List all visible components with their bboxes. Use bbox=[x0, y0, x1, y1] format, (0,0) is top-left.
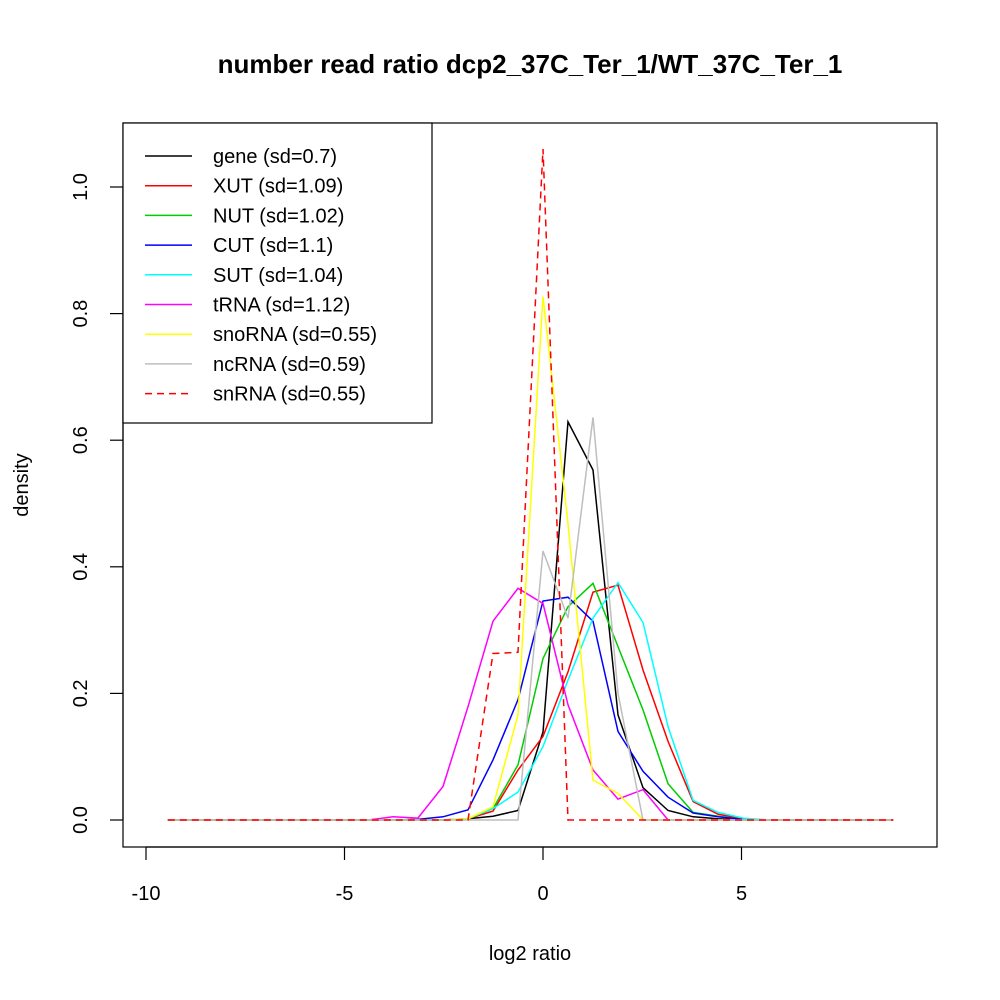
chart-title: number read ratio dcp2_37C_Ter_1/WT_37C_… bbox=[218, 49, 843, 79]
legend-label: NUT (sd=1.02) bbox=[213, 205, 344, 227]
series-line-xut bbox=[167, 584, 894, 821]
y-axis: 0.0 0.2 0.4 0.6 0.8 1.0 bbox=[70, 173, 124, 834]
legend-box bbox=[122, 122, 433, 424]
y-tick-label: 0.0 bbox=[70, 806, 92, 834]
y-tick-label: 1.0 bbox=[70, 173, 92, 201]
y-tick-label: 0.6 bbox=[70, 426, 92, 454]
legend-label: ncRNA (sd=0.59) bbox=[213, 354, 366, 376]
series-line-gene bbox=[167, 419, 894, 821]
legend-label: XUT (sd=1.09) bbox=[213, 176, 343, 198]
y-axis-label: density bbox=[11, 453, 33, 516]
x-axis: -10 -5 0 5 bbox=[132, 846, 747, 905]
legend-label: CUT (sd=1.1) bbox=[213, 235, 333, 257]
y-tick-label: 0.8 bbox=[70, 300, 92, 328]
series-line-ncrna bbox=[167, 417, 894, 821]
series-line-trna bbox=[167, 587, 894, 821]
series-line-nut bbox=[167, 581, 894, 821]
x-tick-label: -10 bbox=[132, 883, 161, 905]
x-tick-label: -5 bbox=[336, 883, 354, 905]
legend-label: SUT (sd=1.04) bbox=[213, 265, 343, 287]
x-tick-label: 0 bbox=[537, 883, 548, 905]
legend-label: tRNA (sd=1.12) bbox=[213, 295, 350, 317]
series-line-sut bbox=[167, 581, 894, 821]
legend-label: snoRNA (sd=0.55) bbox=[213, 324, 377, 346]
y-tick-label: 0.2 bbox=[70, 679, 92, 707]
legend-label: gene (sd=0.7) bbox=[213, 146, 337, 168]
legend: gene (sd=0.7) XUT (sd=1.09) NUT (sd=1.02) C… bbox=[122, 122, 433, 424]
legend-label: snRNA (sd=0.55) bbox=[213, 384, 366, 406]
x-axis-label: log2 ratio bbox=[489, 943, 571, 965]
y-tick-label: 0.4 bbox=[70, 553, 92, 581]
series-line-snrna bbox=[167, 148, 894, 821]
x-tick-label: 5 bbox=[736, 883, 747, 905]
series-layer bbox=[167, 148, 894, 821]
